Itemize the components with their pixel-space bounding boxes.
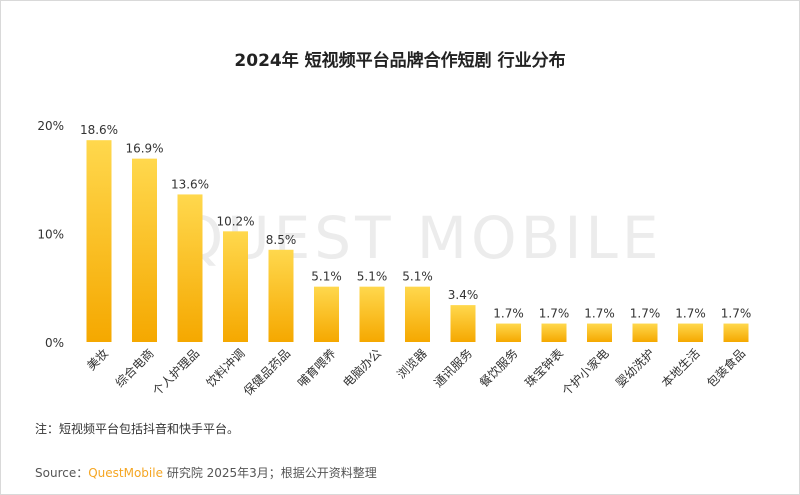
source-prefix: Source： <box>35 466 89 480</box>
bar-value-label: 1.7% <box>493 307 524 321</box>
y-tick-label: 0% <box>45 336 64 350</box>
x-tick-label: 珠宝钟表 <box>522 346 567 391</box>
x-tick-label: 通讯服务 <box>431 346 476 391</box>
x-tick-label: 饮料冲调 <box>203 346 248 391</box>
x-tick-label: 个护小家电 <box>559 346 612 399</box>
chart-title: 2024年 短视频平台品牌合作短剧 行业分布 <box>234 51 566 71</box>
source-line: Source：QuestMobile 研究院 2025年3月；根据公开资料整理 <box>35 464 377 481</box>
x-tick-label: 美妆 <box>84 346 111 373</box>
x-tick-label: 餐饮服务 <box>476 346 521 391</box>
watermark: QUEST MOBILE <box>178 204 663 272</box>
x-tick-label: 哺育喂养 <box>294 346 339 391</box>
bar <box>541 323 567 342</box>
bar-value-label: 1.7% <box>721 307 752 321</box>
bar <box>450 305 476 342</box>
bar-value-label: 16.9% <box>125 142 163 156</box>
bar-value-label: 13.6% <box>171 177 209 191</box>
value-labels-group: 18.6% 16.9% 13.6% 10.2% 8.5% 5.1% 5.1% 5.1% 3.4%… <box>80 123 751 320</box>
bar-value-label: 8.5% <box>266 233 297 247</box>
y-tick-label: 20% <box>37 119 64 133</box>
bar <box>496 323 521 342</box>
bar-value-label: 1.7% <box>584 307 615 321</box>
y-axis: 0% 10% 20% <box>37 119 64 350</box>
x-tick-label: 综合电商 <box>112 346 157 391</box>
bar-value-label: 3.4% <box>448 288 479 302</box>
bar-value-label: 1.7% <box>675 307 706 321</box>
x-tick-label: 浏览器 <box>394 346 430 382</box>
bar-value-label: 1.7% <box>539 307 570 321</box>
x-tick-label: 电脑办公 <box>340 346 385 391</box>
bar <box>177 194 203 342</box>
x-tick-label: 包装食品 <box>704 346 749 391</box>
x-tick-label: 个人护理品 <box>150 346 202 398</box>
bar-value-label: 10.2% <box>216 214 254 228</box>
bars-group <box>86 140 749 342</box>
source-brand: QuestMobile <box>88 466 163 480</box>
bar <box>223 231 248 342</box>
bar <box>314 286 339 342</box>
bar <box>86 140 112 342</box>
bar <box>405 286 430 342</box>
bar-value-label: 5.1% <box>311 270 342 284</box>
x-tick-label: 本地生活 <box>659 346 703 390</box>
bar <box>678 323 703 342</box>
x-tick-label: 婴幼洗护 <box>613 346 657 390</box>
bar-value-label: 5.1% <box>402 270 433 284</box>
bar <box>723 323 749 342</box>
bar <box>587 323 612 342</box>
footnote: 注：短视频平台包括抖音和快手平台。 <box>35 422 240 436</box>
bar-value-label: 5.1% <box>357 270 388 284</box>
bar-value-label: 18.6% <box>80 123 118 137</box>
bar <box>132 158 157 342</box>
bar <box>359 286 385 342</box>
source-suffix: 研究院 2025年3月；根据公开资料整理 <box>166 466 377 480</box>
x-tick-label: 保健品药品 <box>241 346 293 398</box>
bar-value-label: 1.7% <box>630 307 661 321</box>
y-tick-label: 10% <box>37 228 64 242</box>
x-axis-labels: 美妆 综合电商个人护理品 饮料冲调保健品药品 哺育喂养 电脑办公 浏览器 通讯服务 餐饮服务珠… <box>84 346 748 399</box>
bar <box>632 323 658 342</box>
bar <box>268 249 294 342</box>
